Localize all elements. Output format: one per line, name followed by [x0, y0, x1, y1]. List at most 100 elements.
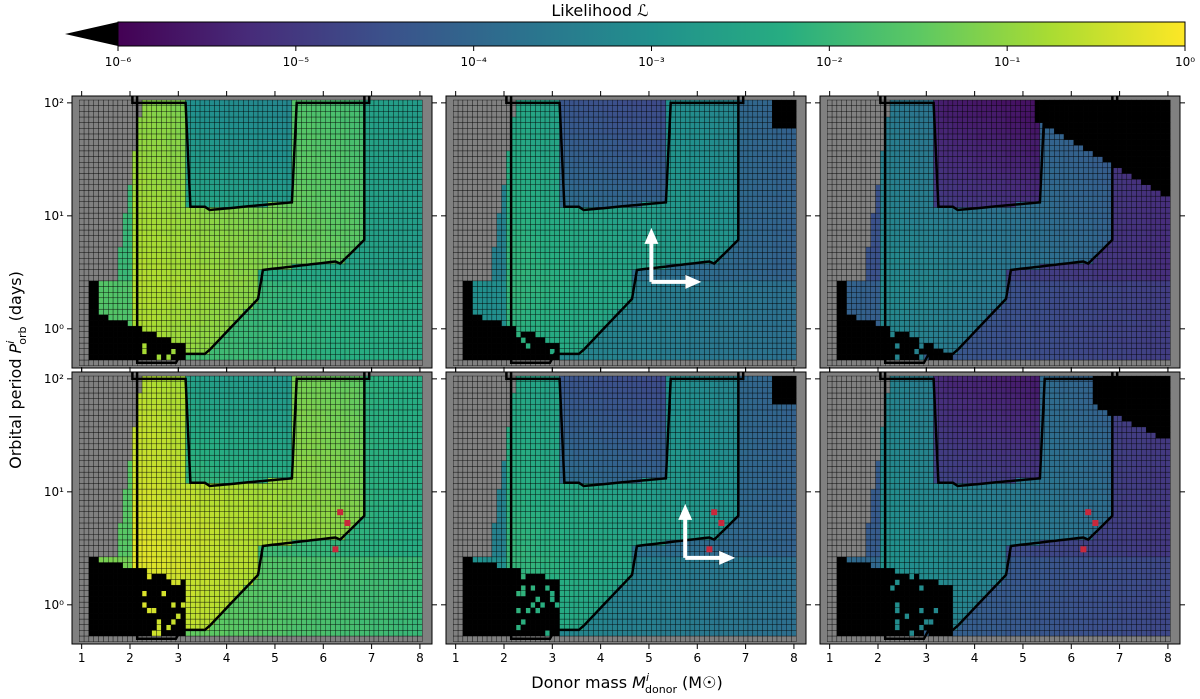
heatmap-cell	[257, 308, 264, 315]
heatmap-cell	[83, 173, 90, 180]
heatmap-cell	[98, 173, 104, 180]
heatmap-cell	[209, 128, 215, 135]
heatmap-cell	[156, 342, 162, 349]
heatmap-cell	[291, 308, 297, 315]
heatmap-cell	[515, 246, 522, 253]
heatmap-cell	[335, 207, 341, 214]
heatmap-cell	[151, 128, 157, 135]
heatmap-cell	[146, 111, 152, 118]
heatmap-cell	[286, 241, 293, 248]
heatmap-cell	[588, 145, 594, 152]
heatmap-cell	[612, 241, 618, 248]
heatmap-cell	[224, 184, 230, 191]
heatmap-cell	[306, 184, 312, 191]
heatmap-cell	[267, 212, 273, 219]
heatmap-cell	[141, 337, 148, 344]
heatmap-cell	[190, 111, 196, 118]
heatmap-cell	[286, 145, 293, 152]
heatmap-cell	[491, 359, 497, 366]
heatmap-cell	[544, 263, 551, 270]
heatmap-cell	[79, 258, 85, 265]
heatmap-cell	[166, 156, 172, 163]
heatmap-cell	[112, 212, 119, 219]
heatmap-cell	[496, 342, 502, 349]
heatmap-cell	[393, 122, 399, 129]
heatmap-cell	[286, 184, 293, 191]
heatmap-cell	[554, 269, 560, 276]
heatmap-cell	[195, 275, 201, 282]
heatmap-cell	[412, 190, 418, 197]
heatmap-cell	[103, 162, 109, 169]
heatmap-cell	[612, 111, 618, 118]
heatmap-cell	[569, 133, 575, 140]
heatmap-cell	[93, 212, 99, 219]
heatmap-cell	[569, 167, 575, 174]
heatmap-cell	[277, 308, 283, 315]
heatmap-cell	[248, 314, 254, 321]
heatmap-cell	[477, 145, 483, 152]
heatmap-cell	[544, 173, 551, 180]
heatmap-cell	[457, 258, 464, 265]
heatmap-cell	[453, 139, 459, 146]
heatmap-cell	[267, 105, 273, 112]
heatmap-cell	[588, 122, 594, 129]
heatmap-cell	[549, 128, 555, 135]
heatmap-cell	[315, 241, 322, 248]
heatmap-cell	[204, 139, 210, 146]
heatmap-cell	[214, 269, 220, 276]
heatmap-cell	[219, 116, 225, 123]
heatmap-cell	[175, 111, 181, 118]
heatmap-cell	[190, 150, 196, 157]
heatmap-cell	[209, 235, 215, 242]
heatmap-cell	[175, 133, 181, 140]
heatmap-cell	[306, 122, 312, 129]
heatmap-cell	[306, 314, 312, 321]
heatmap-cell	[103, 342, 109, 349]
heatmap-cell	[122, 269, 128, 276]
heatmap-cell	[540, 167, 546, 174]
heatmap-cell	[122, 337, 128, 344]
heatmap-cell	[117, 201, 123, 208]
heatmap-cell	[325, 354, 331, 361]
heatmap-cell	[117, 224, 123, 231]
heatmap-cell	[224, 99, 230, 106]
heatmap-cell	[214, 105, 220, 112]
heatmap-cell	[272, 320, 278, 327]
heatmap-cell	[175, 139, 181, 146]
heatmap-cell	[344, 116, 351, 123]
heatmap-cell	[88, 263, 94, 270]
heatmap-cell	[520, 325, 526, 332]
heatmap-cell	[209, 354, 215, 361]
heatmap-cell	[612, 178, 618, 185]
heatmap-cell	[301, 145, 307, 152]
heatmap-cell	[330, 235, 336, 242]
heatmap-cell	[453, 201, 459, 208]
heatmap-cell	[412, 99, 418, 106]
heatmap-cell	[407, 320, 413, 327]
heatmap-cell	[108, 263, 114, 270]
heatmap-cell	[472, 212, 478, 219]
heatmap-cell	[219, 162, 225, 169]
heatmap-cell	[344, 139, 351, 146]
heatmap-cell	[301, 156, 307, 163]
heatmap-cell	[467, 116, 473, 123]
heatmap-cell	[175, 342, 181, 349]
heatmap-cell	[272, 218, 278, 225]
heatmap-cell	[311, 224, 317, 231]
heatmap-cell	[578, 133, 584, 140]
heatmap-cell	[296, 122, 302, 129]
heatmap-cell	[108, 320, 114, 327]
heatmap-cell	[612, 150, 618, 157]
heatmap-cell	[315, 337, 322, 344]
heatmap-cell	[535, 292, 541, 299]
heatmap-cell	[462, 252, 468, 259]
heatmap-cell	[325, 359, 331, 366]
heatmap-cell	[412, 167, 418, 174]
heatmap-cell	[233, 145, 239, 152]
heatmap-cell	[161, 246, 167, 253]
heatmap-cell	[501, 348, 507, 355]
heatmap-cell	[573, 207, 580, 214]
heatmap-cell	[277, 303, 283, 310]
heatmap-cell	[402, 275, 409, 282]
heatmap-cell	[166, 263, 172, 270]
